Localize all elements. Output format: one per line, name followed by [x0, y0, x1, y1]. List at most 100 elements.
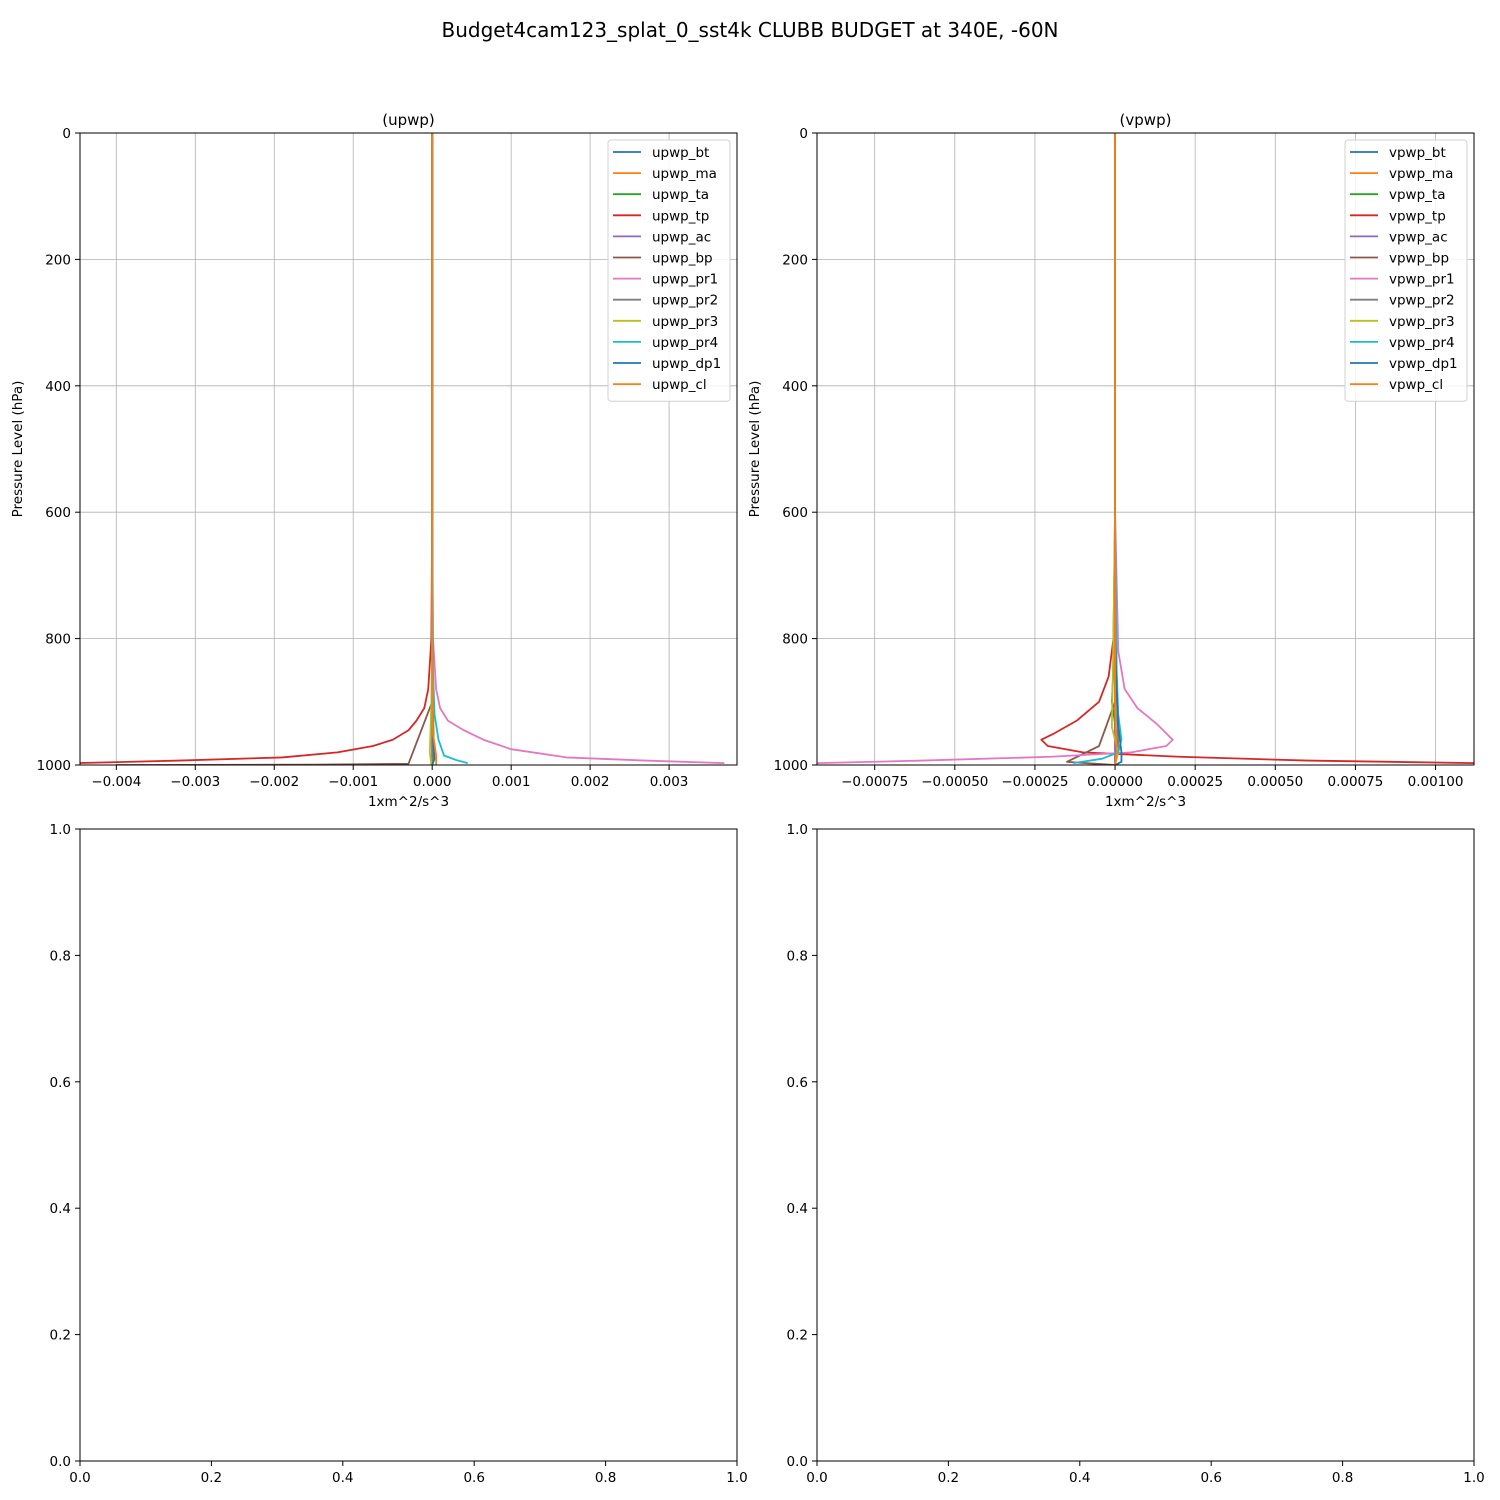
x-tick-label: 0.8	[595, 1470, 616, 1486]
legend-item: vpwp_tp	[1350, 208, 1446, 224]
legend-item: vpwp_ma	[1350, 166, 1453, 182]
x-tick-label: 0.000	[413, 774, 452, 790]
legend-item: upwp_ac	[613, 229, 711, 245]
x-tick-label: 0.002	[571, 774, 610, 790]
y-tick-label: 200	[782, 252, 808, 268]
subplot-empty-right: 0.0 0.2 0.4 0.6 0.8 1.0 0.0 0.2 0.4 0.6 0.8 1.0	[787, 822, 1485, 1486]
y-tick-label: 0	[62, 126, 71, 142]
legend-item: upwp_ma	[613, 166, 717, 182]
legend-label: vpwp_cl	[1389, 377, 1443, 393]
legend-label: upwp_pr2	[652, 293, 718, 309]
y-tick-label: 400	[45, 379, 71, 395]
series-group	[817, 133, 1474, 765]
legend-box	[1344, 139, 1468, 402]
y-tick-label: 0.8	[787, 948, 808, 964]
legend-label: vpwp_tp	[1389, 208, 1446, 224]
legend-label: upwp_tp	[652, 208, 709, 224]
legend-item: upwp_pr4	[613, 335, 718, 351]
legend-item: vpwp_dp1	[1350, 356, 1458, 372]
legend-label: vpwp_ta	[1389, 187, 1446, 203]
x-tick-label: 1.0	[726, 1470, 747, 1486]
series-group	[80, 133, 725, 765]
y-axis-label: Pressure Level (hPa)	[747, 381, 763, 518]
legend-label: upwp_cl	[652, 377, 707, 393]
legend-item: upwp_ta	[613, 187, 709, 203]
y-tick-label: 0.4	[50, 1201, 71, 1217]
legend-item: vpwp_cl	[1350, 377, 1443, 393]
legend-label: upwp_ma	[652, 166, 717, 182]
legend-label: upwp_pr4	[652, 335, 718, 351]
x-tick-label: 1.0	[1463, 1470, 1484, 1486]
legend-label: vpwp_pr2	[1389, 293, 1455, 309]
x-tick-label: 0.4	[1069, 1470, 1090, 1486]
axes-frame	[816, 132, 1475, 766]
y-tick-label: 1.0	[787, 822, 808, 838]
x-tick-label: 0.8	[1332, 1470, 1353, 1486]
y-tick-label: 0.6	[50, 1075, 71, 1091]
y-tick-label: 0	[799, 126, 808, 142]
legend-item: vpwp_ac	[1350, 229, 1448, 245]
legend-label: upwp_bt	[652, 145, 709, 161]
y-axis-label: Pressure Level (hPa)	[10, 381, 26, 518]
subplot-upwp: −0.004 −0.003 −0.002 −0.001 0.000 0.001 0.002 0…	[10, 111, 738, 810]
legend-label: vpwp_ac	[1389, 229, 1448, 245]
x-tick-label: −0.00025	[1001, 774, 1068, 790]
x-tick-label: 0.001	[492, 774, 531, 790]
x-tick-label: −0.001	[328, 774, 378, 790]
x-tick-label: 0.4	[332, 1470, 353, 1486]
y-tick-label: 1000	[774, 758, 808, 774]
legend-label: upwp_ta	[652, 187, 709, 203]
series-line-vpwp_cl	[1114, 133, 1118, 765]
legend-item: upwp_pr3	[613, 314, 718, 330]
legend-label: upwp_pr3	[652, 314, 718, 330]
plot-area	[817, 829, 1474, 1461]
legend-item: vpwp_pr3	[1350, 314, 1455, 330]
subplot-title: (vpwp)	[1120, 111, 1172, 129]
y-tick-label: 0.0	[50, 1454, 71, 1470]
legend-item: upwp_tp	[613, 208, 709, 224]
y-tick-label: 1000	[37, 758, 71, 774]
legend: vpwp_bt vpwp_ma vpwp_ta vpwp_tp vpwp_ac vpwp_…	[1344, 139, 1468, 402]
legend-label: vpwp_dp1	[1389, 356, 1458, 372]
legend-item: vpwp_pr2	[1350, 293, 1455, 309]
legend-item: upwp_bp	[613, 251, 713, 267]
axes-frame	[816, 828, 1475, 1462]
legend-box	[607, 139, 731, 402]
legend-label: upwp_bp	[652, 251, 713, 267]
x-tick-label: 0.0	[806, 1470, 827, 1486]
x-tick-label: −0.003	[170, 774, 220, 790]
x-tick-label: −0.004	[91, 774, 141, 790]
axes-frame	[79, 132, 738, 766]
plot-area	[80, 829, 737, 1461]
legend-label: upwp_pr1	[652, 272, 718, 288]
legend-label: upwp_ac	[652, 229, 711, 245]
legend-item: vpwp_bt	[1350, 145, 1446, 161]
x-tick-label: 0.00100	[1408, 774, 1464, 790]
y-tick-label: 0.2	[787, 1328, 808, 1344]
y-tick-label: 0.0	[787, 1454, 808, 1470]
subplot-vpwp: −0.00075 −0.00050 −0.00025 0.00000 0.00025 0.…	[747, 111, 1475, 810]
legend-item: upwp_cl	[613, 377, 707, 393]
figure-title: Budget4cam123_splat_0_sst4k CLUBB BUDGET…	[441, 18, 1058, 42]
legend-item: upwp_pr2	[613, 293, 718, 309]
legend: upwp_bt upwp_ma upwp_ta upwp_tp upwp_ac upwp_…	[607, 139, 731, 402]
legend-item: upwp_pr1	[613, 272, 718, 288]
y-tick-label: 800	[45, 632, 71, 648]
x-tick-label: −0.002	[249, 774, 299, 790]
y-tick-label: 600	[782, 505, 808, 521]
y-tick-label: 0.6	[787, 1075, 808, 1091]
y-tick-label: 800	[782, 632, 808, 648]
x-tick-label: 0.0	[69, 1470, 90, 1486]
legend-label: upwp_dp1	[652, 356, 721, 372]
x-axis-label: 1xm^2/s^3	[368, 794, 449, 810]
y-tick-label: 400	[782, 379, 808, 395]
x-tick-label: 0.00000	[1087, 774, 1143, 790]
x-tick-label: −0.00075	[841, 774, 908, 790]
legend-item: vpwp_pr1	[1350, 272, 1455, 288]
y-tick-label: 200	[45, 252, 71, 268]
legend-label: vpwp_pr4	[1389, 335, 1455, 351]
y-tick-label: 0.2	[50, 1328, 71, 1344]
legend-label: vpwp_bp	[1389, 251, 1449, 267]
y-tick-label: 0.4	[787, 1201, 808, 1217]
